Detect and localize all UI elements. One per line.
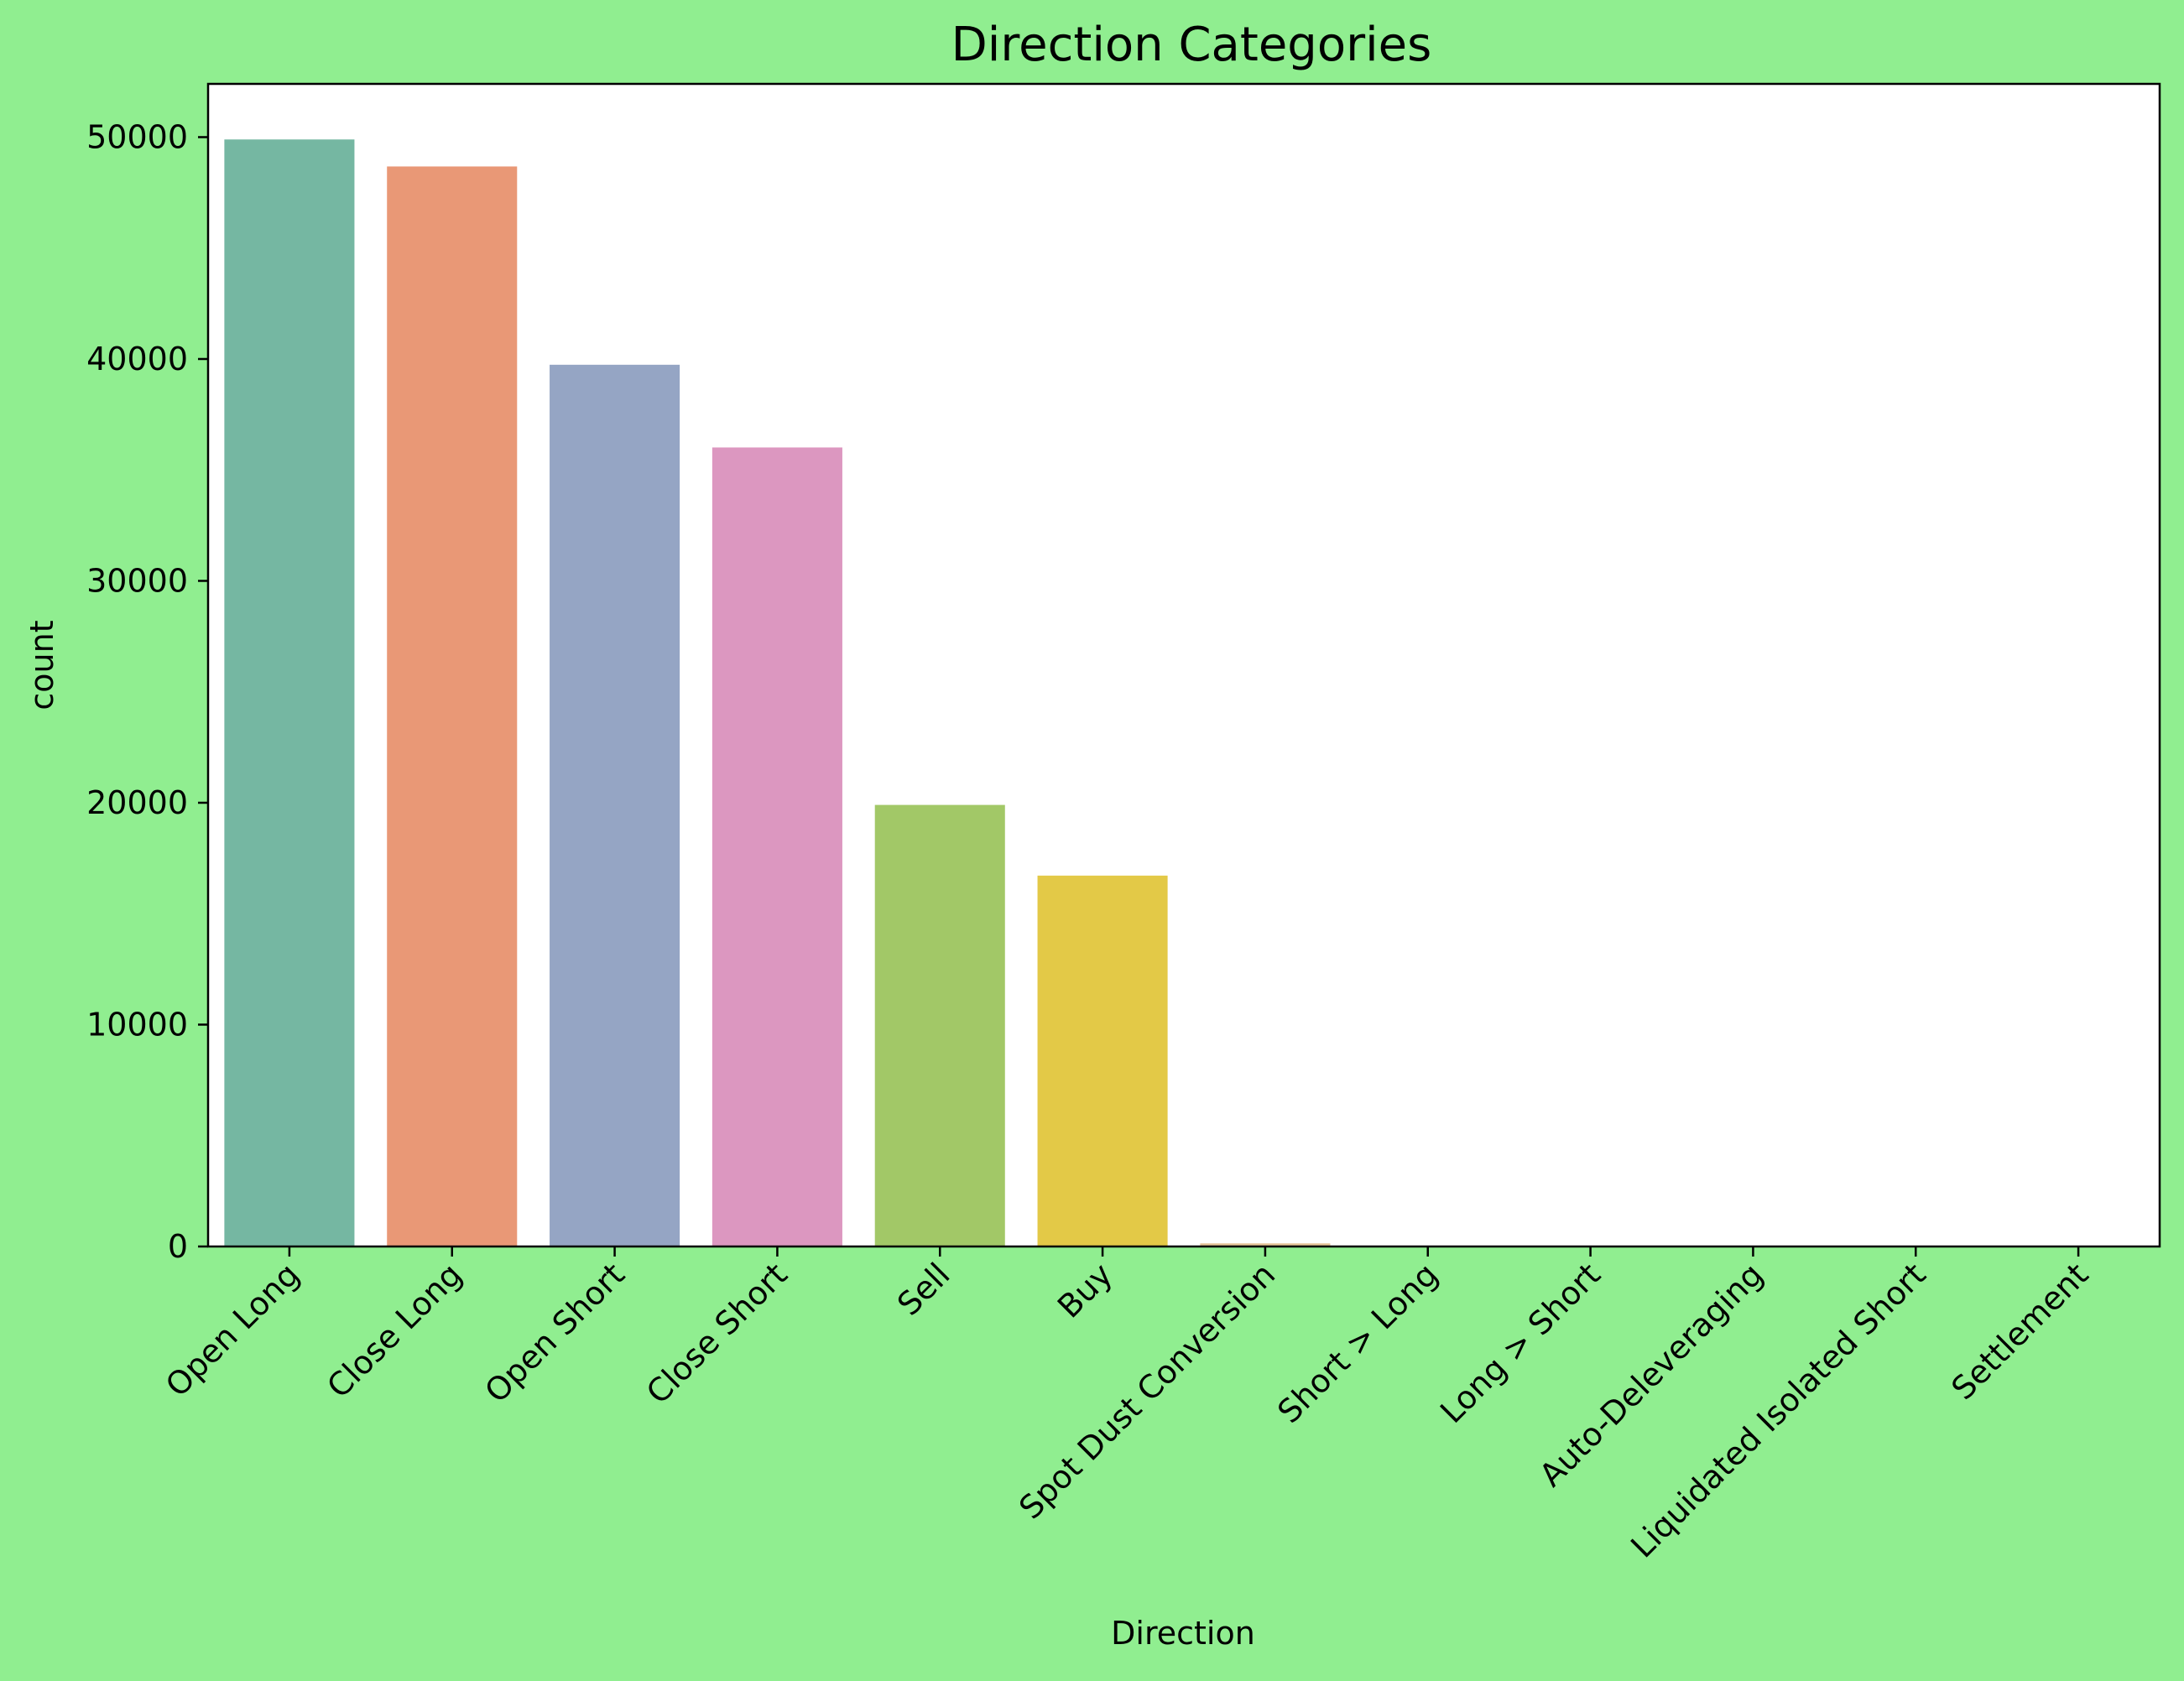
y-tick-label-1: 10000 — [86, 1006, 188, 1043]
x-tick-label-7: Short > Long — [1270, 1256, 1445, 1430]
bar-4 — [875, 805, 1005, 1246]
bar-5 — [1038, 876, 1168, 1246]
bar-3 — [712, 447, 842, 1246]
chart-title: Direction Categories — [951, 18, 1432, 72]
x-tick-label-4: Sell — [890, 1256, 957, 1323]
y-axis-label: count — [23, 620, 60, 710]
y-tick-label-0: 0 — [168, 1228, 188, 1265]
y-tick-label-2: 20000 — [86, 784, 188, 821]
bar-0 — [224, 139, 354, 1246]
bar-2 — [550, 365, 680, 1246]
x-tick-label-2: Open Short — [477, 1256, 632, 1410]
x-tick-label-10: Liquidated Isolated Short — [1624, 1256, 1932, 1564]
x-tick-label-11: Settlement — [1944, 1256, 2095, 1407]
x-tick-label-3: Close Short — [639, 1256, 795, 1411]
y-tick-label-5: 50000 — [86, 118, 188, 155]
x-tick-label-0: Open Long — [159, 1256, 306, 1403]
x-tick-label-1: Close Long — [320, 1256, 469, 1405]
x-tick-label-5: Buy — [1050, 1256, 1119, 1325]
bar-1 — [387, 166, 517, 1246]
x-axis-label: Direction — [1111, 1615, 1255, 1652]
y-tick-label-3: 30000 — [86, 562, 188, 599]
x-tick-label-8: Long > Short — [1433, 1256, 1608, 1430]
y-axis-ticks: 0 10000 20000 30000 40000 50000 — [86, 118, 208, 1265]
y-tick-label-4: 40000 — [86, 341, 188, 377]
